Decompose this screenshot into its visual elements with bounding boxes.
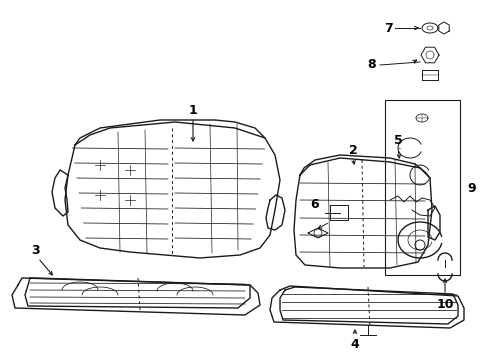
Text: 1: 1	[189, 104, 197, 117]
Text: 6: 6	[311, 198, 319, 211]
Text: 10: 10	[436, 298, 454, 311]
Text: 4: 4	[351, 338, 359, 351]
Bar	[385, 100, 460, 275]
Text: 3: 3	[31, 243, 39, 256]
Text: 2: 2	[348, 144, 357, 157]
Text: 7: 7	[384, 22, 392, 35]
Text: 5: 5	[393, 134, 402, 147]
Text: 9: 9	[467, 181, 476, 194]
Text: 8: 8	[368, 58, 376, 72]
